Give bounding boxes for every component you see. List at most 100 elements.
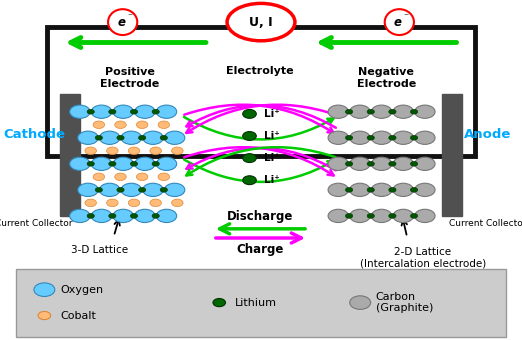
Text: Negative
Electrode: Negative Electrode: [357, 67, 416, 89]
Circle shape: [389, 187, 396, 192]
Circle shape: [389, 162, 396, 166]
Circle shape: [160, 187, 168, 192]
Circle shape: [243, 109, 256, 118]
Circle shape: [346, 109, 353, 114]
Circle shape: [100, 183, 120, 197]
Text: Current Collector: Current Collector: [449, 219, 522, 228]
Circle shape: [393, 183, 413, 197]
Circle shape: [128, 147, 140, 155]
Circle shape: [34, 283, 55, 296]
Circle shape: [150, 199, 161, 207]
Circle shape: [128, 199, 140, 207]
Circle shape: [371, 157, 392, 170]
Text: Anode: Anode: [465, 128, 512, 141]
Circle shape: [152, 162, 159, 166]
Bar: [442, 94, 462, 216]
Circle shape: [328, 209, 349, 223]
Circle shape: [136, 173, 148, 181]
Circle shape: [117, 187, 124, 192]
Text: Current Collector: Current Collector: [0, 219, 73, 228]
Circle shape: [158, 173, 170, 181]
Circle shape: [156, 105, 176, 118]
Text: Charge: Charge: [237, 243, 284, 256]
Circle shape: [243, 176, 256, 185]
Circle shape: [410, 187, 418, 192]
Circle shape: [371, 105, 392, 118]
Text: Cathode: Cathode: [3, 128, 65, 141]
Circle shape: [346, 187, 353, 192]
Circle shape: [106, 147, 118, 155]
Circle shape: [85, 199, 97, 207]
Circle shape: [152, 214, 159, 218]
Circle shape: [78, 131, 98, 144]
Text: Oxygen: Oxygen: [60, 285, 103, 295]
Text: Li⁺: Li⁺: [264, 109, 279, 119]
Circle shape: [410, 214, 418, 218]
Circle shape: [38, 311, 51, 320]
Circle shape: [91, 105, 112, 118]
Circle shape: [113, 209, 133, 223]
Circle shape: [160, 135, 168, 140]
Circle shape: [117, 135, 124, 140]
Circle shape: [138, 135, 146, 140]
Circle shape: [410, 162, 418, 166]
Circle shape: [410, 109, 418, 114]
Circle shape: [393, 105, 413, 118]
Circle shape: [393, 131, 413, 144]
Circle shape: [109, 162, 116, 166]
Circle shape: [243, 154, 256, 163]
Circle shape: [328, 157, 349, 170]
Text: ⁻: ⁻: [127, 12, 132, 22]
Circle shape: [371, 131, 392, 144]
Circle shape: [69, 105, 90, 118]
Circle shape: [115, 121, 126, 129]
Ellipse shape: [108, 9, 137, 35]
Circle shape: [328, 131, 349, 144]
Circle shape: [130, 214, 138, 218]
Circle shape: [85, 147, 97, 155]
Circle shape: [143, 131, 163, 144]
Circle shape: [109, 109, 116, 114]
Circle shape: [164, 183, 185, 197]
Text: Li⁺: Li⁺: [264, 153, 279, 163]
Circle shape: [152, 109, 159, 114]
Circle shape: [389, 109, 396, 114]
Circle shape: [350, 157, 370, 170]
Circle shape: [393, 209, 413, 223]
Text: Cobalt: Cobalt: [60, 310, 96, 321]
Circle shape: [93, 173, 104, 181]
Circle shape: [87, 214, 94, 218]
Circle shape: [172, 147, 183, 155]
Circle shape: [87, 109, 94, 114]
Circle shape: [136, 121, 148, 129]
Circle shape: [389, 135, 396, 140]
Text: Electrolyte: Electrolyte: [226, 66, 293, 76]
Circle shape: [414, 209, 435, 223]
Circle shape: [346, 214, 353, 218]
Circle shape: [371, 183, 392, 197]
Circle shape: [367, 214, 374, 218]
Circle shape: [367, 135, 374, 140]
Circle shape: [156, 209, 176, 223]
Circle shape: [93, 121, 104, 129]
Circle shape: [389, 214, 396, 218]
Circle shape: [91, 209, 112, 223]
Circle shape: [213, 299, 226, 307]
Circle shape: [69, 209, 90, 223]
Circle shape: [367, 162, 374, 166]
Circle shape: [371, 209, 392, 223]
Circle shape: [243, 132, 256, 140]
Circle shape: [346, 162, 353, 166]
Circle shape: [135, 209, 155, 223]
Circle shape: [328, 183, 349, 197]
Circle shape: [95, 187, 102, 192]
Circle shape: [143, 183, 163, 197]
Circle shape: [367, 109, 374, 114]
Text: Positive
Electrode: Positive Electrode: [100, 67, 159, 89]
Circle shape: [135, 157, 155, 170]
Circle shape: [172, 199, 183, 207]
Circle shape: [393, 157, 413, 170]
Circle shape: [87, 162, 94, 166]
Circle shape: [113, 157, 133, 170]
Circle shape: [100, 131, 120, 144]
